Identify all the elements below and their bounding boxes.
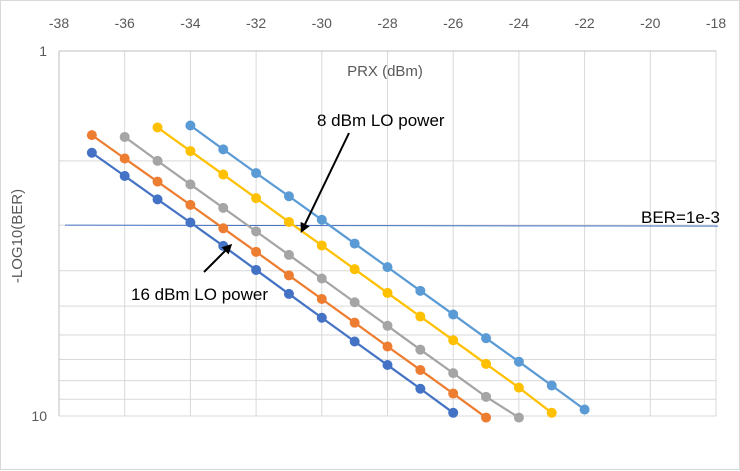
x-axis-title: PRX (dBm): [347, 63, 423, 80]
x-tick-label: -20: [640, 15, 660, 31]
data-point: [218, 202, 229, 213]
data-point: [481, 333, 492, 344]
data-point: [349, 297, 360, 308]
data-point: [415, 311, 426, 322]
annotation-8dbm-label: 8 dBm LO power: [317, 111, 445, 130]
data-point: [218, 169, 229, 180]
ber-threshold-label: BER=1e-3: [641, 208, 720, 227]
x-tick-label: -34: [180, 15, 200, 31]
data-point: [316, 312, 327, 323]
series-line: [91, 151, 454, 414]
x-tick-labels: -38 -36 -34 -32 -30 -28 -26 -24 -22 -20 -18: [49, 15, 726, 31]
data-point: [382, 341, 393, 352]
data-point: [349, 238, 360, 249]
data-point: [448, 407, 459, 418]
data-point: [316, 273, 327, 284]
ber-threshold-rule: [64, 224, 719, 227]
data-point: [185, 217, 196, 228]
x-tick-label: -32: [246, 15, 266, 31]
data-point: [316, 214, 327, 225]
data-point: [415, 383, 426, 394]
x-tick-label: -36: [115, 15, 135, 31]
series-1: [86, 147, 459, 418]
data-point: [448, 335, 459, 346]
x-tick-label: -38: [49, 15, 69, 31]
data-point: [185, 179, 196, 190]
x-tick-label: -30: [312, 15, 332, 31]
data-point: [152, 155, 163, 166]
data-point: [481, 412, 492, 423]
data-point: [448, 388, 459, 399]
data-point: [382, 360, 393, 371]
y-tick-label: 1: [39, 43, 47, 59]
data-point: [415, 364, 426, 375]
series-2: [86, 130, 492, 423]
y-tick-labels: 1 10: [31, 43, 47, 424]
data-point: [382, 287, 393, 298]
data-point: [251, 168, 262, 179]
data-point: [119, 170, 130, 181]
data-point: [448, 309, 459, 320]
data-point: [251, 264, 262, 275]
data-point: [251, 226, 262, 237]
data-point: [152, 176, 163, 187]
series-group: [86, 120, 590, 423]
annotation-16dbm-label: 16 dBm LO power: [131, 285, 268, 304]
ber-threshold-line: BER=1e-3: [64, 208, 720, 227]
x-tick-label: -28: [377, 15, 397, 31]
data-point: [349, 336, 360, 347]
data-point: [546, 380, 557, 391]
data-point: [283, 216, 294, 227]
annotation-16dbm-arrow: [203, 243, 233, 273]
data-point: [349, 317, 360, 328]
data-point: [481, 391, 492, 402]
data-point: [415, 344, 426, 355]
series-5: [185, 120, 590, 415]
data-point: [218, 223, 229, 234]
annotations: 8 dBm LO power 16 dBm LO power: [131, 111, 445, 304]
x-tick-label: -26: [443, 15, 463, 31]
data-point: [283, 249, 294, 260]
series-3: [119, 131, 524, 423]
data-point: [152, 194, 163, 205]
data-point: [513, 412, 524, 423]
data-point: [251, 246, 262, 257]
data-point: [513, 382, 524, 393]
data-point: [283, 270, 294, 281]
data-point: [185, 146, 196, 157]
data-point: [316, 293, 327, 304]
x-tick-label: -24: [509, 15, 529, 31]
data-point: [448, 368, 459, 379]
data-point: [119, 153, 130, 164]
data-point: [251, 193, 262, 204]
data-point: [579, 404, 590, 415]
data-point: [481, 358, 492, 369]
data-point: [382, 262, 393, 273]
y-tick-label: 10: [31, 408, 47, 424]
x-tick-label: -22: [574, 15, 594, 31]
data-point: [283, 288, 294, 299]
data-point: [185, 199, 196, 210]
data-point: [415, 285, 426, 296]
x-tick-label: -18: [706, 15, 726, 31]
data-point: [218, 144, 229, 155]
data-point: [86, 147, 97, 158]
data-point: [185, 120, 196, 131]
data-point: [283, 191, 294, 202]
annotation-8dbm-arrow: [300, 132, 350, 234]
data-point: [86, 130, 97, 141]
data-point: [316, 240, 327, 251]
data-point: [546, 407, 557, 418]
data-point: [119, 131, 130, 142]
data-point: [349, 264, 360, 275]
data-point: [152, 122, 163, 133]
series-4: [152, 122, 557, 418]
data-point: [513, 356, 524, 367]
y-axis-title: -LOG10(BER): [9, 189, 26, 283]
data-point: [382, 320, 393, 331]
